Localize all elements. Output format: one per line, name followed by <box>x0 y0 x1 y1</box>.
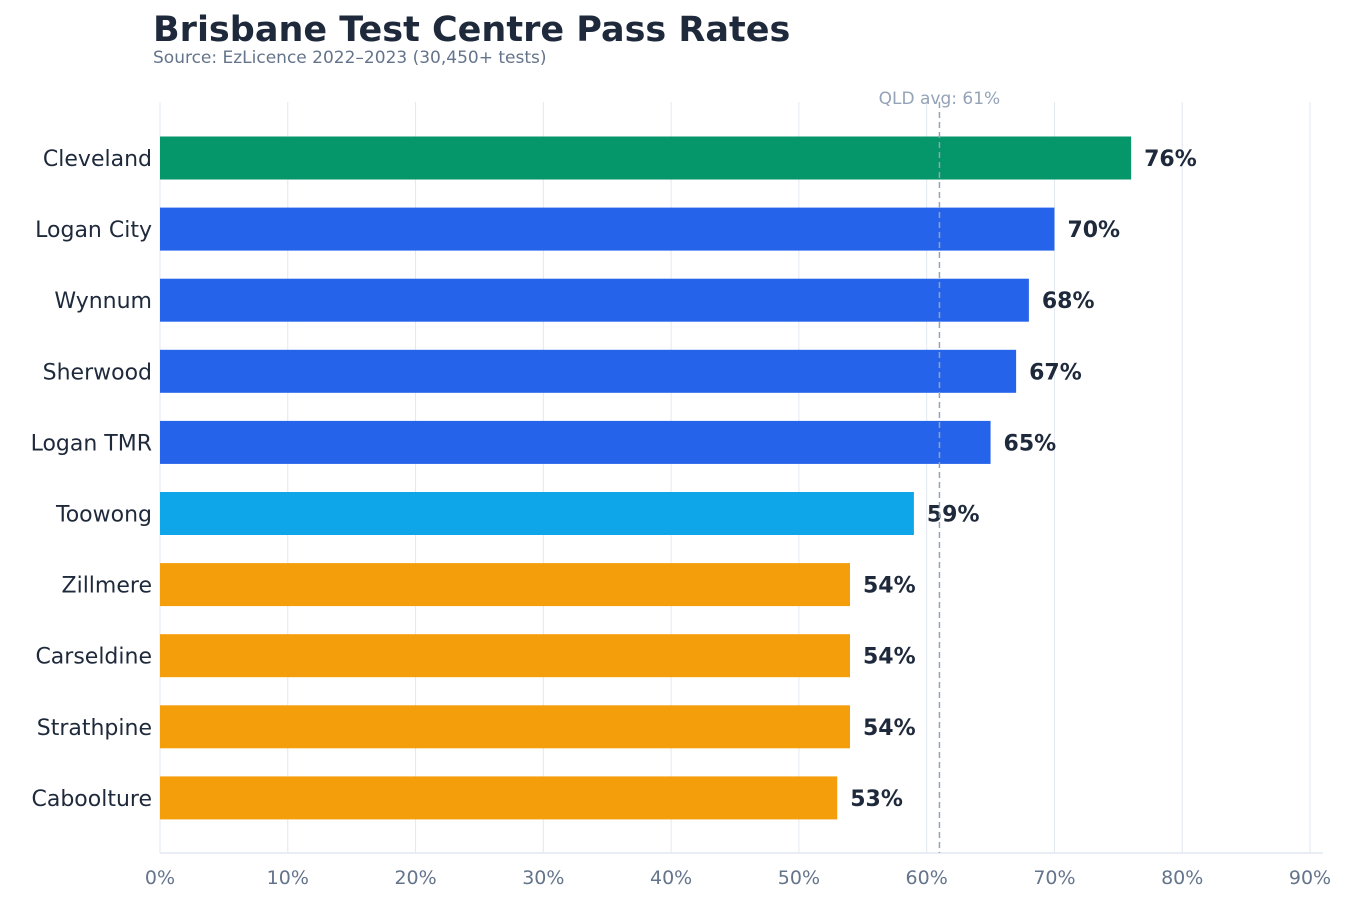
y-tick-label: Toowong <box>55 503 152 528</box>
x-tick-label: 30% <box>522 867 564 889</box>
x-tick-label: 70% <box>1033 867 1075 889</box>
data-label: 53% <box>850 787 903 812</box>
bar-logan-city <box>160 207 1055 251</box>
chart-title: Brisbane Test Centre Pass Rates <box>153 10 791 50</box>
data-label: 70% <box>1067 218 1120 243</box>
bar-cleveland <box>160 136 1132 180</box>
bar-logan-tmr <box>160 420 991 464</box>
data-label: 65% <box>1004 431 1057 456</box>
x-tick-label: 0% <box>145 867 175 889</box>
y-tick-label: Sherwood <box>43 360 152 385</box>
x-tick-label: 90% <box>1289 867 1331 889</box>
data-label: 68% <box>1042 289 1095 314</box>
x-tick-label: 80% <box>1161 867 1203 889</box>
y-tick-label: Cleveland <box>43 147 152 172</box>
x-tick-label: 60% <box>906 867 948 889</box>
data-label: 67% <box>1029 360 1082 385</box>
data-label: 54% <box>863 645 916 670</box>
bar-toowong <box>160 492 914 535</box>
data-label: 54% <box>863 716 916 741</box>
bar-zillmere <box>160 563 850 607</box>
bar-strathpine <box>160 705 850 749</box>
chart-subtitle: Source: EzLicence 2022–2023 (30,450+ tes… <box>153 48 547 68</box>
y-tick-label: Carseldine <box>35 645 152 670</box>
y-tick-label: Caboolture <box>31 787 152 812</box>
data-label: 59% <box>927 503 980 528</box>
y-tick-label: Wynnum <box>54 289 152 314</box>
bar-caboolture <box>160 776 838 820</box>
x-tick-label: 40% <box>650 867 692 889</box>
y-tick-label: Strathpine <box>37 716 152 741</box>
data-label: 76% <box>1144 147 1197 172</box>
y-tick-label: Zillmere <box>62 574 152 599</box>
y-tick-label: Logan City <box>35 218 152 243</box>
reference-line-label: QLD avg: 61% <box>879 89 1001 109</box>
x-tick-label: 20% <box>394 867 436 889</box>
data-label: 54% <box>863 574 916 599</box>
bar-carseldine <box>160 634 850 678</box>
x-tick-label: 10% <box>267 867 309 889</box>
bar-sherwood <box>160 349 1017 393</box>
y-tick-label: Logan TMR <box>31 431 152 456</box>
x-tick-label: 50% <box>778 867 820 889</box>
bar-wynnum <box>160 278 1029 322</box>
